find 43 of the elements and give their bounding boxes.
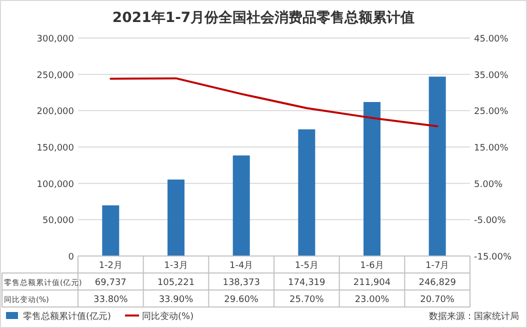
data-label: 25.70% bbox=[290, 295, 324, 305]
y2-tick-label: 25.00% bbox=[474, 107, 509, 118]
x-tick-label: 1-3月 bbox=[164, 261, 188, 271]
y2-tick-label: 35.00% bbox=[474, 70, 509, 81]
bar bbox=[298, 129, 316, 256]
y2-tick-label: -15.00% bbox=[474, 252, 512, 262]
y2-tick-label: 15.00% bbox=[474, 144, 509, 154]
data-label: 33.80% bbox=[94, 295, 128, 305]
y-tick-label: 150,000 bbox=[36, 144, 74, 154]
x-tick-label: 1-2月 bbox=[98, 261, 123, 271]
data-label: 105,221 bbox=[157, 278, 195, 288]
data-label: 23.00% bbox=[354, 295, 390, 305]
chart-title: 2021年1-7月份全国社会消费品零售总额累计值 bbox=[112, 9, 415, 26]
bar bbox=[168, 180, 184, 256]
x-tick-label: 1-6月 bbox=[360, 261, 384, 271]
y-tick-label: 50,000 bbox=[42, 216, 74, 226]
data-label: 29.60% bbox=[224, 295, 259, 305]
data-label: 69,737 bbox=[94, 278, 126, 288]
data-label: 33.90% bbox=[158, 295, 194, 305]
legend-label: 零售总额累计值(亿元) bbox=[23, 311, 112, 322]
bar bbox=[428, 76, 446, 256]
x-tick-label: 1-4月 bbox=[229, 261, 254, 271]
data-label: 20.70% bbox=[420, 295, 455, 305]
bar bbox=[102, 205, 120, 256]
data-label: 138,373 bbox=[222, 278, 260, 288]
y-tick-label: 300,000 bbox=[36, 34, 74, 44]
y-tick-label: 250,000 bbox=[36, 70, 74, 81]
source-note: 数据来源：国家统计局 bbox=[429, 311, 519, 322]
y2-tick-label: 5.00% bbox=[474, 180, 504, 190]
line-series bbox=[110, 77, 438, 128]
data-label: 174,319 bbox=[288, 278, 326, 288]
x-tick-label: 1-5月 bbox=[294, 261, 319, 271]
y-tick-label: 0 bbox=[68, 252, 74, 262]
x-tick-label: 1-7月 bbox=[425, 261, 450, 271]
legend-label: 同比变动(%) bbox=[142, 311, 194, 322]
data-label: 246,829 bbox=[418, 278, 456, 288]
bar bbox=[364, 102, 380, 256]
data-label: 211,904 bbox=[353, 278, 391, 288]
y2-tick-label: 45.00% bbox=[474, 34, 509, 44]
bar bbox=[232, 155, 250, 256]
y2-tick-label: -5.00% bbox=[474, 216, 506, 226]
y-tick-label: 100,000 bbox=[36, 180, 74, 190]
y-tick-label: 200,000 bbox=[36, 107, 74, 118]
